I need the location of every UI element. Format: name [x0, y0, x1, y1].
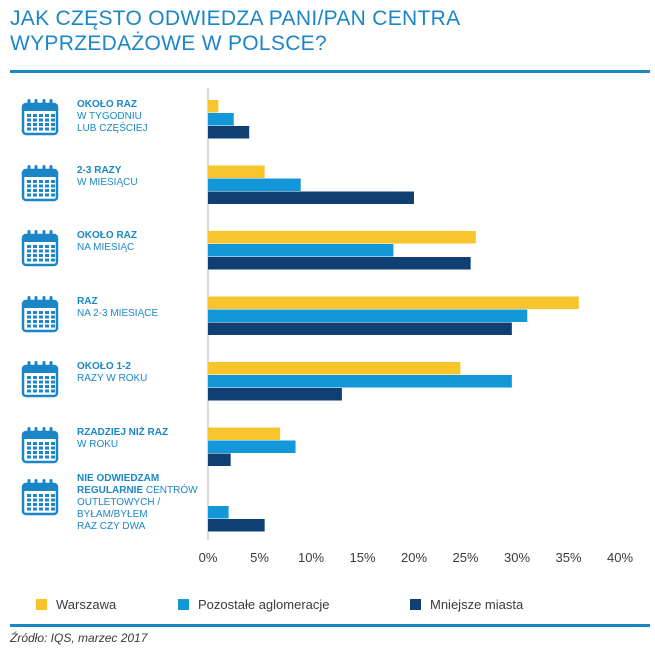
bar-2-series-2 — [208, 178, 301, 191]
x-tick-label-6: 30% — [504, 550, 530, 565]
category-label-bold: RAZ — [77, 295, 98, 307]
chart-legend: Warszawa Pozostałe aglomeracje Mniejsze mi… — [0, 597, 655, 615]
bar-1-series-2 — [208, 113, 234, 126]
category-label-line: OKOŁO RAZ — [77, 230, 205, 242]
legend-swatch — [36, 599, 47, 610]
category-label-rest: RAZ CZY DWA — [77, 521, 146, 532]
legend-swatch — [410, 599, 421, 610]
category-label-6: RZADZIEJ NIŻ RAZ W ROKU — [77, 427, 205, 451]
category-label-1: OKOŁO RAZ W TYGODNIU LUB CZĘŚCIEJ — [77, 99, 205, 135]
bar-4-series-3 — [208, 322, 512, 335]
category-label-bold: OKOŁO RAZ — [77, 230, 137, 241]
category-label-bold: 2-3 RAZY — [77, 164, 122, 176]
bar-4-series-1 — [208, 296, 579, 309]
category-label-line: REGULARNIE CENTRÓW — [77, 485, 205, 497]
bar-2-series-3 — [208, 191, 414, 204]
bar-6-series-3 — [208, 453, 231, 466]
category-label-rest: NA MIESIĄC — [77, 242, 135, 253]
chart-title: JAK CZĘSTO ODWIEDZA PANI/PAN CENTRA WYPR… — [10, 6, 630, 56]
bar-5-series-1 — [208, 362, 461, 375]
legend-item-1: Warszawa — [36, 597, 116, 612]
chart-title-line-1: JAK CZĘSTO ODWIEDZA PANI/PAN CENTRA — [10, 7, 461, 30]
category-label-7: NIE ODWIEDZAM REGULARNIE CENTRÓW OUTLETOWY… — [77, 473, 205, 533]
category-label-5: OKOŁO 1-2 RAZY W ROKU — [77, 361, 205, 385]
category-label-rest: W TYGODNIU — [77, 111, 142, 122]
x-tick-label-0: 0% — [199, 550, 218, 565]
category-label-bold: OKOŁO 1-2 — [77, 361, 131, 372]
category-label-line: RAZ — [77, 296, 205, 308]
category-label-line: W TYGODNIU — [77, 111, 205, 123]
legend-item-2: Pozostałe aglomeracje — [178, 597, 330, 612]
category-label-line: OUTLETOWYCH / — [77, 497, 205, 509]
calendar-icon — [21, 295, 59, 332]
bar-5-series-2 — [208, 375, 512, 388]
x-tick-label-1: 5% — [250, 550, 269, 565]
category-label-line: NA 2-3 MIESIĄCE — [77, 308, 205, 320]
bar-2-series-1 — [208, 165, 265, 178]
category-label-line: BYŁAM/BYŁEM — [77, 509, 205, 521]
category-label-rest: OUTLETOWYCH / — [77, 497, 161, 508]
x-tick-label-8: 40% — [607, 550, 633, 565]
legend-swatch — [178, 599, 189, 610]
x-tick-label-7: 35% — [555, 550, 581, 565]
category-label-line: OKOŁO RAZ — [77, 99, 205, 111]
legend-label: Pozostałe aglomeracje — [198, 597, 330, 612]
legend-label: Mniejsze miasta — [430, 597, 524, 612]
bottom-divider — [10, 624, 650, 627]
category-label-bold: REGULARNIE — [77, 485, 144, 496]
source-note: Źródło: IQS, marzec 2017 — [10, 631, 148, 645]
category-label-rest: LUB CZĘŚCIEJ — [77, 123, 148, 134]
category-label-rest: CENTRÓW — [143, 485, 198, 496]
bar-6-series-2 — [208, 440, 296, 453]
calendar-icon — [21, 361, 59, 398]
calendar-icon — [21, 230, 59, 267]
category-label-line: RAZY W ROKU — [77, 373, 205, 385]
category-label-rest: BYŁAM/BYŁEM — [77, 509, 148, 520]
category-label-rest: RAZY W ROKU — [77, 373, 148, 384]
category-label-bold: RZADZIEJ NIŻ RAZ — [77, 426, 169, 438]
bar-4-series-2 — [208, 309, 528, 322]
category-label-line: NA MIESIĄC — [77, 242, 205, 254]
category-label-rest: W ROKU — [77, 438, 119, 450]
category-label-rest: NA 2-3 MIESIĄCE — [77, 307, 159, 319]
bar-3-series-1 — [208, 231, 476, 244]
category-label-line: W MIESIĄCU — [77, 177, 205, 189]
top-divider — [10, 70, 650, 73]
bar-7-series-3 — [208, 519, 265, 532]
x-tick-label-4: 20% — [401, 550, 427, 565]
category-label-line: OKOŁO 1-2 — [77, 361, 205, 373]
legend-label: Warszawa — [56, 597, 117, 612]
category-label-2: 2-3 RAZY W MIESIĄCU — [77, 165, 205, 189]
calendar-icon — [21, 426, 59, 463]
bar-chart: 0% 5% 10% 15% 20% 25% 30% 35% 40% — [199, 88, 633, 565]
x-tick-label-5: 25% — [452, 550, 478, 565]
category-label-line: NIE ODWIEDZAM — [77, 473, 205, 485]
category-label-4: RAZ NA 2-3 MIESIĄCE — [77, 296, 205, 320]
calendar-icon — [21, 164, 59, 201]
x-tick-label-2: 10% — [298, 550, 324, 565]
category-label-line: 2-3 RAZY — [77, 165, 205, 177]
bar-3-series-2 — [208, 244, 394, 257]
chart-title-line-2: WYPRZEDAŻOWE W POLSCE? — [10, 32, 327, 55]
bar-7-series-2 — [208, 506, 229, 519]
category-label-line: RAZ CZY DWA — [77, 521, 205, 533]
bar-1-series-1 — [208, 100, 219, 113]
category-label-line: RZADZIEJ NIŻ RAZ — [77, 427, 205, 439]
category-label-line: W ROKU — [77, 439, 205, 451]
legend-item-3: Mniejsze miasta — [410, 597, 523, 612]
category-label-bold: OKOŁO RAZ — [77, 99, 137, 110]
category-label-rest: W MIESIĄCU — [77, 176, 138, 188]
calendar-icon — [21, 99, 59, 136]
calendar-icon — [21, 479, 59, 516]
category-label-bold: NIE ODWIEDZAM — [77, 473, 160, 484]
bar-5-series-3 — [208, 388, 342, 401]
category-label-3: OKOŁO RAZ NA MIESIĄC — [77, 230, 205, 254]
bar-6-series-1 — [208, 427, 281, 440]
x-tick-label-3: 15% — [349, 550, 375, 565]
bar-1-series-3 — [208, 126, 250, 139]
bar-3-series-3 — [208, 257, 471, 270]
category-label-line: LUB CZĘŚCIEJ — [77, 123, 205, 135]
